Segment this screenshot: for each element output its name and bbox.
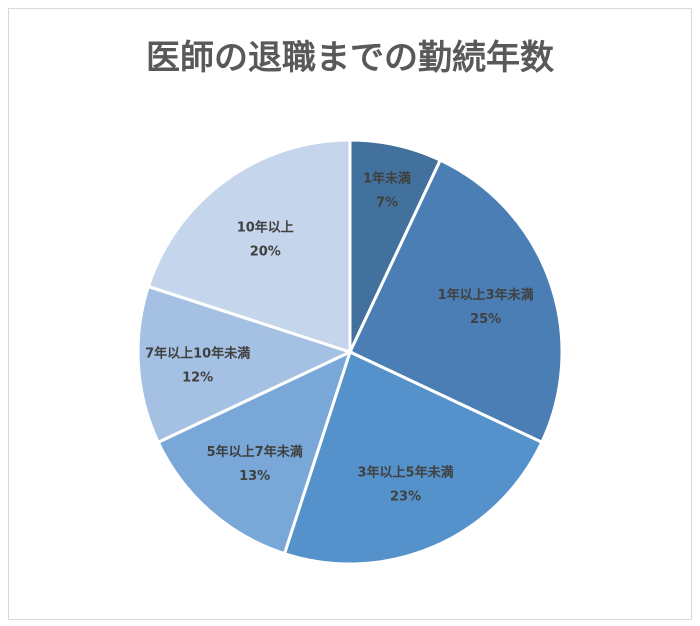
- pie-slice-3: [156, 349, 353, 556]
- pie-slice-4: [136, 284, 355, 445]
- pie-slice-1: [348, 158, 564, 445]
- data-label-category-1: 1年以上3年未満: [438, 287, 534, 303]
- data-label-category-3: 5年以上7年未満: [207, 444, 303, 460]
- data-label-percent-3: 13%: [239, 469, 270, 484]
- data-label-percent-1: 25%: [470, 312, 501, 327]
- data-label-percent-2: 23%: [390, 489, 421, 504]
- pie-slice-2: [282, 349, 544, 566]
- data-label-percent-4: 12%: [182, 371, 213, 386]
- data-label-category-5: 10年以上: [237, 219, 294, 235]
- data-label-percent-0: 7%: [376, 195, 398, 210]
- data-label-category-4: 7年以上10年未満: [145, 346, 250, 362]
- pie-slice-5: [146, 138, 352, 355]
- data-label-percent-5: 20%: [250, 244, 281, 259]
- data-label-category-0: 1年未満: [363, 170, 411, 186]
- chart-title: 医師の退職までの勤続年数: [146, 38, 554, 78]
- data-label-category-2: 3年以上5年未満: [358, 464, 454, 480]
